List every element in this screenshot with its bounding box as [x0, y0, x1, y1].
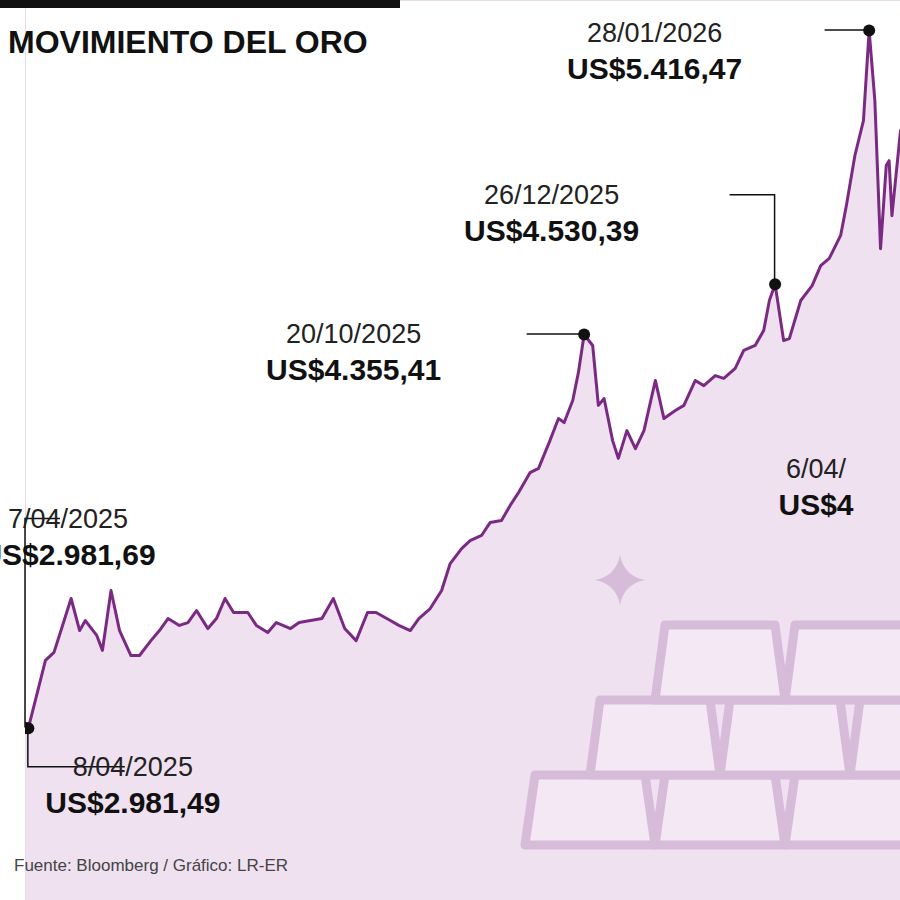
- svg-text:6/04/: 6/04/: [786, 454, 847, 484]
- svg-text:US$4.355,41: US$4.355,41: [266, 353, 441, 386]
- html-text:Fuente: Bloomberg / Gráfico: L: Fuente: Bloomberg / Gráfico: LR-ER: [14, 856, 288, 875]
- html-text:MOVIMIENTO DEL ORO: MOVIMIENTO DEL ORO: [8, 24, 368, 60]
- svg-text:28/01/2026: 28/01/2026: [587, 18, 722, 48]
- svg-text:26/12/2025: 26/12/2025: [484, 180, 619, 210]
- svg-text:US$4: US$4: [778, 488, 853, 521]
- svg-text:8/04/2025: 8/04/2025: [73, 752, 193, 782]
- svg-text:7/04/2025: 7/04/2025: [8, 504, 128, 534]
- svg-text:20/10/2025: 20/10/2025: [286, 319, 421, 349]
- svg-text:US$5.416,47: US$5.416,47: [567, 52, 742, 85]
- svg-text:US$2.981,69: US$2.981,69: [0, 538, 156, 571]
- svg-text:US$4.530,39: US$4.530,39: [464, 214, 639, 247]
- svg-text:US$2.981,49: US$2.981,49: [45, 786, 220, 819]
